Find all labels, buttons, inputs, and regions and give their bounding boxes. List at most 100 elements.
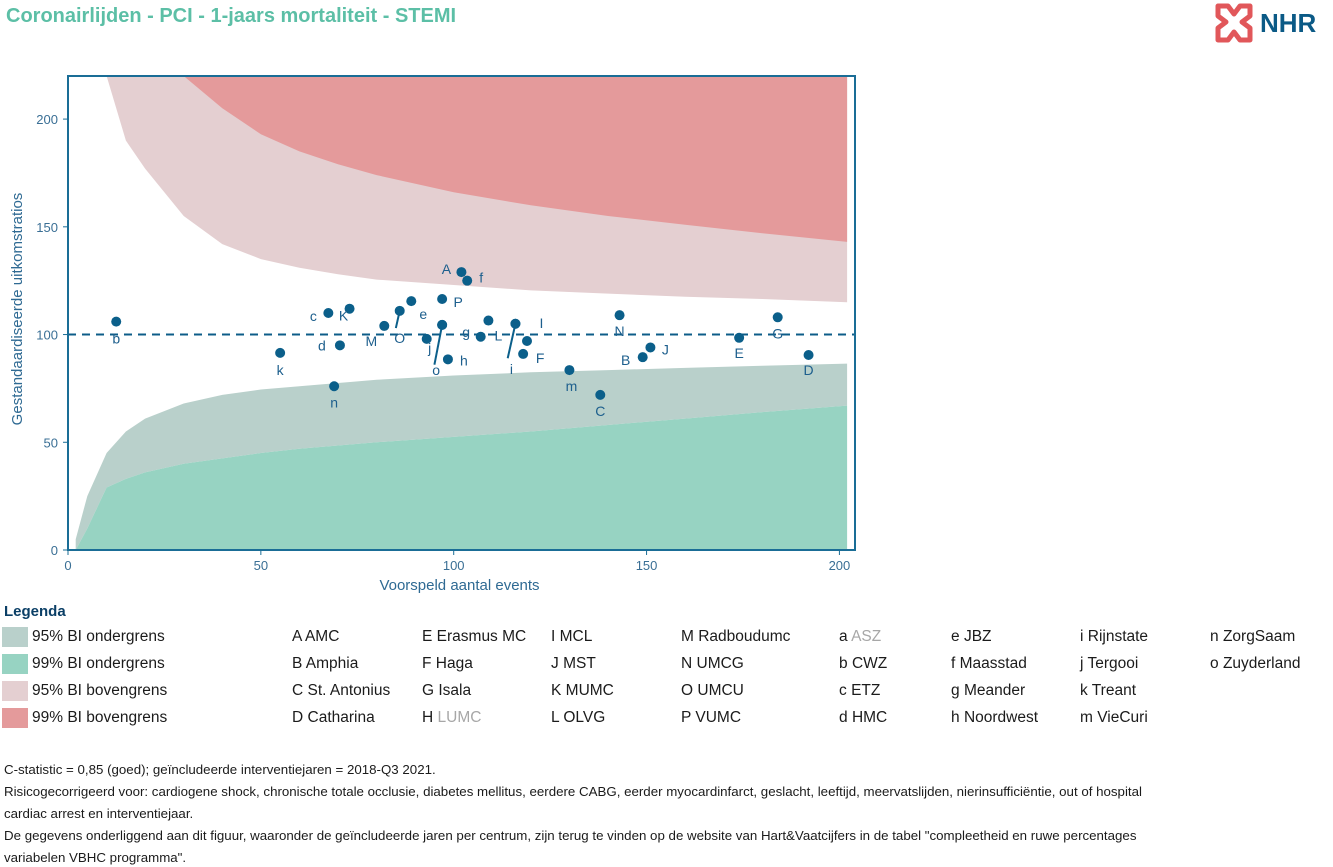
legend-center-name: Treant — [1091, 682, 1137, 699]
legend-center-code: j — [1080, 655, 1088, 672]
legend-center-code: L — [551, 709, 564, 726]
legend-swatch — [2, 708, 28, 728]
legend-center-name: Zuyderland — [1222, 655, 1301, 672]
legend-center-item: d HMC — [839, 709, 887, 727]
point-label-E: E — [734, 345, 743, 361]
y-tick-label: 50 — [44, 435, 58, 450]
plot-border — [67, 75, 856, 551]
footer-risk-adjustment: Risicogecorrigeerd voor: cardiogene shoc… — [4, 784, 1142, 799]
legend-center-name: ZorgSaam — [1222, 628, 1296, 645]
point-label-h: h — [460, 352, 468, 368]
point-o — [437, 319, 448, 330]
legend-center-code: H — [422, 709, 438, 726]
legend-center-name: Maasstad — [959, 655, 1027, 672]
legend-center-code: G — [422, 682, 439, 699]
point-label-g: g — [462, 324, 470, 340]
legend-center-name: CWZ — [851, 655, 888, 672]
x-tick-label: 100 — [443, 558, 465, 573]
legend-band-label: 95% BI bovengrens — [32, 682, 168, 699]
point-j — [421, 333, 432, 344]
point-label-O: O — [394, 330, 405, 346]
point-label-c: c — [310, 308, 317, 324]
legend-center-name: Noordwest — [963, 709, 1039, 726]
legend-center-item: N UMCG — [681, 655, 744, 673]
point-n — [329, 381, 340, 392]
point-label-d: d — [318, 337, 326, 353]
point-O — [394, 305, 405, 316]
footer-risk-adjustment-cont: cardiac arrest en interventiejaar. — [4, 806, 194, 821]
legend-center-code: K — [551, 682, 566, 699]
point-A — [456, 267, 467, 278]
legend-center-item: a ASZ — [839, 628, 881, 646]
legend-center-name: JBZ — [963, 628, 992, 645]
legend-center-name: Isala — [438, 682, 472, 699]
legend-center-item: n ZorgSaam — [1210, 628, 1295, 646]
point-c — [323, 308, 334, 318]
footer-source: De gegevens onderliggend aan dit figuur,… — [4, 828, 1137, 843]
page-title: Coronairlijden - PCI - 1-jaars mortalite… — [6, 5, 457, 27]
legend-center-code: b — [839, 655, 852, 672]
point-d — [334, 340, 345, 351]
point-label-K: K — [339, 308, 349, 324]
legend-center-name: AMC — [304, 628, 340, 645]
legend-center-name: OLVG — [563, 709, 606, 726]
point-C — [595, 389, 606, 400]
legend-center-item: F Haga — [422, 655, 473, 673]
legend-center-item: O UMCU — [681, 682, 744, 700]
data-points: Af Pe Kc b O M N Gg jo L Ii d Fh B J E Dk m n C — [111, 261, 814, 419]
point-D — [803, 350, 814, 361]
nhr-cross-logo-icon — [1215, 3, 1253, 43]
legend-center-code: N — [681, 655, 697, 672]
legend-center-item: M Radboudumc — [681, 628, 790, 646]
legend-center-code: m — [1080, 709, 1098, 726]
legend-band-label: 99% BI bovengrens — [32, 709, 168, 726]
logo-text: NHR — [1260, 8, 1317, 38]
point-label-A: A — [442, 261, 452, 277]
chart: Af Pe Kc b O M N Gg jo L Ii d Fh B J E Dk m n C 0 50 100 150 20… — [9, 75, 856, 594]
legend-center-code: f — [951, 655, 960, 672]
legend-center-code: B — [292, 655, 306, 672]
legend-center-code: o — [1210, 655, 1223, 672]
legend-center-item: L OLVG — [551, 709, 605, 727]
legend-center-item: G Isala — [422, 682, 471, 700]
point-B — [637, 352, 648, 363]
point-label-J: J — [662, 341, 669, 357]
legend-center-name: MCL — [559, 628, 593, 645]
point-P — [437, 293, 448, 304]
point-label-j: j — [427, 340, 431, 356]
x-tick-label: 150 — [636, 558, 658, 573]
point-label-M: M — [365, 333, 377, 349]
point-label-f: f — [479, 270, 483, 286]
y-tick-label: 100 — [36, 328, 58, 343]
legend-center-code: M — [681, 628, 699, 645]
legend-center-name: St. Antonius — [307, 682, 391, 699]
x-tick-label: 200 — [829, 558, 851, 573]
legend-center-code: E — [422, 628, 437, 645]
band-99-lower — [75, 405, 848, 550]
legend-center-code: O — [681, 682, 698, 699]
legend-center-code: h — [951, 709, 964, 726]
legend-center-item: g Meander — [951, 682, 1025, 700]
point-label-e: e — [419, 306, 427, 322]
legend-center-name: ASZ — [851, 628, 882, 645]
legend-center-item: E Erasmus MC — [422, 628, 526, 646]
legend-center-code: F — [422, 655, 436, 672]
legend-center-code: J — [551, 655, 564, 672]
legend-center-item: A AMC — [292, 628, 339, 646]
legend-center-name: LUMC — [437, 709, 482, 726]
legend-swatch — [2, 681, 28, 701]
legend-center-name: MUMC — [565, 682, 614, 699]
legend-center-name: HMC — [851, 709, 888, 726]
legend-center-name: UMCU — [697, 682, 744, 699]
point-label-k: k — [277, 362, 285, 378]
legend-center-name: VUMC — [695, 709, 742, 726]
point-label-L: L — [495, 328, 503, 344]
point-leader-o — [433, 324, 444, 365]
band-99-upper — [183, 76, 848, 242]
legend-center-item: H LUMC — [422, 709, 481, 727]
point-G — [772, 312, 783, 323]
legend-center-name: ETZ — [851, 682, 881, 699]
point-k — [275, 347, 286, 358]
legend-center-name: Meander — [963, 682, 1026, 699]
legend-center-item: j Tergooi — [1080, 655, 1138, 673]
